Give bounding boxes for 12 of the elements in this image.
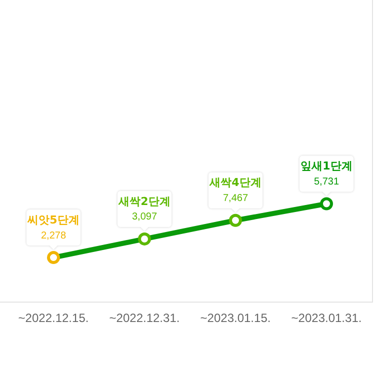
point bbox=[229, 214, 242, 227]
annotation: 씨앗5단계 2,278 bbox=[26, 213, 80, 242]
annotation: 새싹2단계 3,097 bbox=[118, 194, 170, 223]
annotation: 잎새1단계 5,731 bbox=[300, 160, 352, 188]
annotation: 새싹4단계 7,467 bbox=[208, 176, 262, 204]
point bbox=[320, 197, 333, 210]
x-tick-label: ~2022.12.15. bbox=[18, 311, 89, 326]
x-tick-label: ~2023.01.15. bbox=[200, 311, 271, 326]
point bbox=[138, 232, 151, 246]
x-tick-label: ~2023.01.31. bbox=[291, 311, 362, 326]
point bbox=[47, 251, 60, 264]
x-tick-label: ~2022.12.31. bbox=[109, 311, 180, 326]
